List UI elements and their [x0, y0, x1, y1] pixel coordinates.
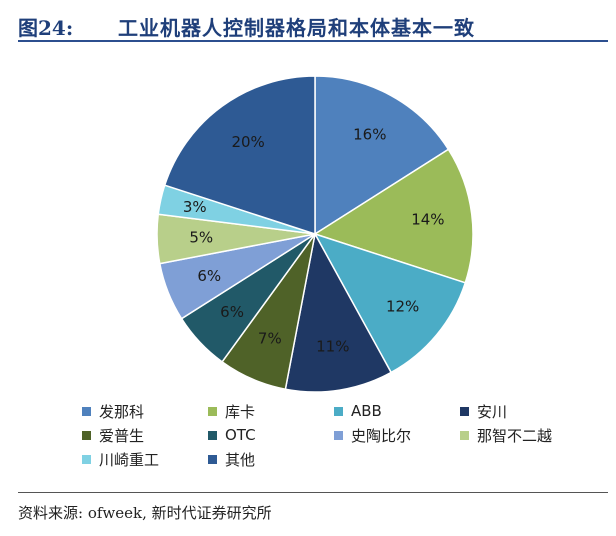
legend-label: 发那科	[99, 402, 145, 421]
slice-value-label: 12%	[386, 298, 419, 316]
legend-item: 发那科	[82, 400, 144, 422]
slice-value-label: 16%	[353, 125, 386, 143]
legend-swatch	[82, 430, 91, 440]
legend-swatch	[208, 430, 217, 440]
slice-value-label: 6%	[197, 267, 221, 285]
legend-swatch	[334, 406, 343, 416]
legend-item: ABB	[334, 400, 382, 422]
legend-item: 川崎重工	[82, 448, 159, 470]
legend-item: 安川	[460, 400, 507, 422]
source-note: 资料来源: ofweek, 新时代证券研究所	[18, 504, 272, 522]
slice-value-label: 7%	[258, 329, 282, 347]
legend-item: 爱普生	[82, 424, 144, 446]
slice-value-label: 3%	[183, 198, 207, 216]
legend-item: OTC	[208, 424, 256, 446]
legend-swatch	[460, 430, 469, 440]
slice-value-label: 5%	[189, 229, 213, 247]
legend-swatch	[208, 406, 217, 416]
legend-label: 那智不二越	[477, 426, 553, 445]
legend-label: 其他	[225, 450, 256, 469]
legend-label: 爱普生	[99, 426, 145, 445]
legend-item: 其他	[208, 448, 255, 470]
legend-swatch	[208, 454, 217, 464]
legend-swatch	[82, 406, 91, 416]
pie-slice-2	[313, 148, 474, 284]
legend-label: 安川	[477, 402, 508, 421]
pie-chart: 16% 14% 12% 11% 7% 6% 6% 5% 3% 20%	[156, 75, 474, 393]
slice-value-label: 6%	[220, 303, 244, 321]
legend-item: 库卡	[208, 400, 255, 422]
legend-item: 那智不二越	[460, 424, 552, 446]
legend-item: 史陶比尔	[334, 424, 411, 446]
legend-label: 库卡	[225, 402, 256, 421]
legend-swatch	[334, 430, 343, 440]
pie-slice-3	[313, 232, 467, 374]
source-divider	[18, 492, 608, 493]
figure-label: 图24:	[18, 16, 74, 40]
figure-header: 图24: 工业机器人控制器格局和本体基本一致	[18, 8, 608, 40]
legend-label: OTC	[225, 426, 256, 444]
slice-value-label: 11%	[316, 337, 349, 355]
legend-label: 史陶比尔	[351, 426, 412, 445]
pie-slice-1	[314, 75, 450, 236]
legend-label: 川崎重工	[99, 450, 160, 469]
pie-slice-4	[284, 231, 393, 393]
slice-value-label: 20%	[231, 133, 264, 151]
legend-label: ABB	[351, 402, 382, 420]
legend-swatch	[460, 406, 469, 416]
slice-value-label: 14%	[411, 211, 444, 229]
pie-slice-10	[163, 75, 316, 236]
legend-swatch	[82, 454, 91, 464]
chart-title: 工业机器人控制器格局和本体基本一致	[118, 16, 475, 40]
title-divider	[18, 40, 608, 42]
